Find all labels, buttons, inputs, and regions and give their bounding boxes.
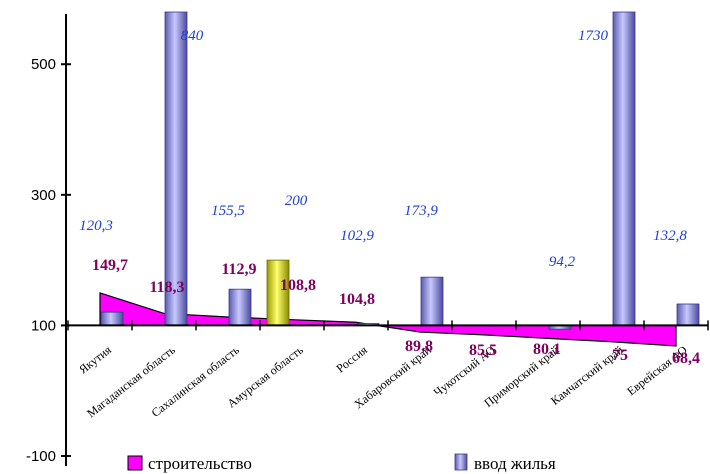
- construction-value-label: 68,4: [672, 350, 700, 367]
- legend-label-housing: ввод жилья: [474, 454, 556, 473]
- y-tick-label: 100: [31, 317, 56, 334]
- housing-value-label: 155,5: [211, 203, 245, 219]
- housing-bars-series: [100, 11, 700, 330]
- housing-bar: [420, 276, 444, 326]
- y-tick-label: 500: [31, 56, 56, 73]
- category-label: Россия: [333, 342, 370, 375]
- housing-value-label: 102,9: [340, 228, 374, 244]
- housing-value-label: 132,8: [653, 228, 687, 244]
- x-axis-ticks: [67, 320, 709, 331]
- construction-value-label: 118,3: [149, 279, 184, 296]
- bar-value-labels: 120,3 840 155,5 200 102,9 173,9 94,2 1730 132,8: [79, 28, 687, 270]
- construction-value-label: 89,8: [405, 338, 433, 355]
- legend-swatch-housing: [454, 453, 468, 471]
- housing-value-label: 94,2: [549, 254, 576, 270]
- housing-bar: [100, 311, 124, 326]
- construction-value-label: 149,7: [92, 257, 128, 274]
- area-value-labels: 149,7 118,3 112,9 108,8 104,8 89,8 85,5 80,1 75 6…: [92, 257, 700, 367]
- housing-bar: [228, 288, 252, 326]
- housing-value-label: 200: [285, 193, 308, 209]
- construction-value-label: 104,8: [339, 291, 375, 308]
- housing-value-label: 120,3: [79, 218, 113, 234]
- legend-label-construction: строительство: [148, 454, 252, 473]
- construction-value-label: 108,8: [280, 277, 316, 294]
- y-tick-label: -100: [26, 448, 56, 465]
- legend-swatch-construction: [127, 455, 143, 471]
- housing-value-label: 173,9: [404, 203, 438, 219]
- y-axis-ticks: -100 100 300 500: [26, 56, 71, 465]
- housing-bar: [612, 11, 636, 326]
- construction-value-label: 75: [612, 347, 628, 364]
- housing-bar: [676, 303, 700, 326]
- housing-value-label: 1730: [578, 28, 609, 44]
- construction-value-label: 112,9: [221, 261, 256, 278]
- housing-value-label: 840: [181, 28, 204, 44]
- construction-value-label: 80,1: [533, 341, 561, 358]
- legend: строительство ввод жилья: [127, 453, 556, 473]
- construction-value-label: 85,5: [469, 342, 497, 359]
- y-tick-label: 300: [31, 187, 56, 204]
- category-label: Якутия: [76, 342, 114, 376]
